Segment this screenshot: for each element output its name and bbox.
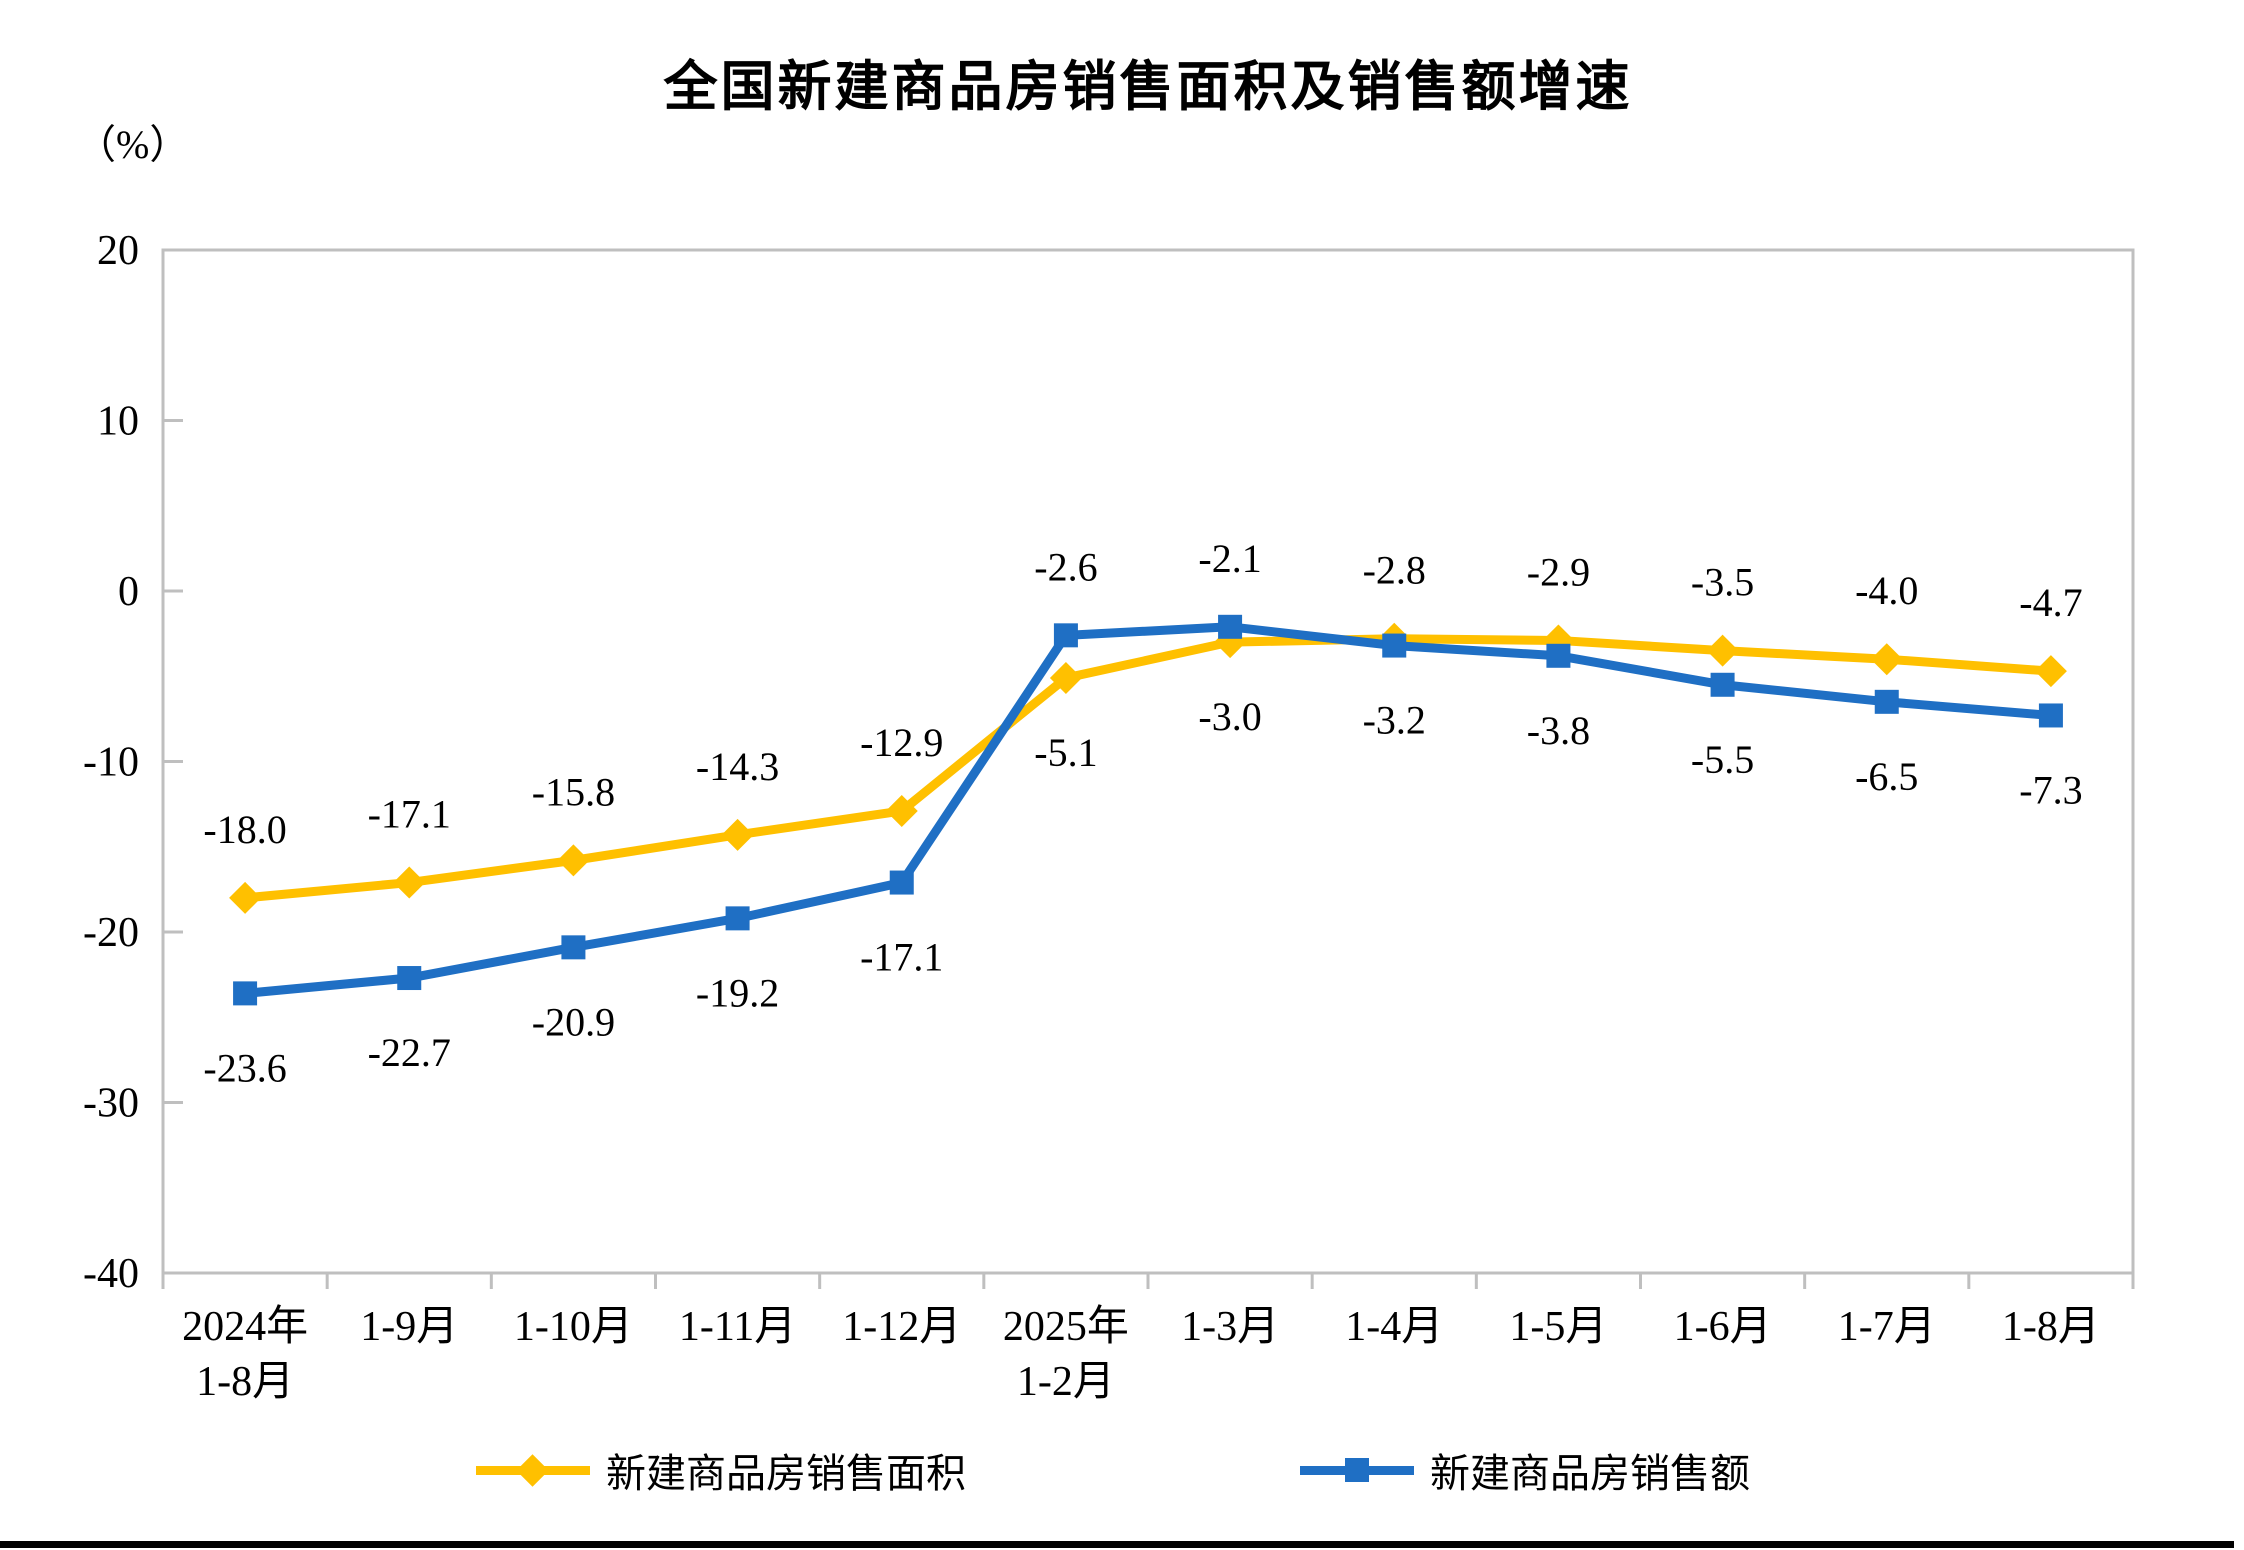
- data-label: -5.1: [1034, 730, 1097, 775]
- data-label: -2.1: [1198, 536, 1261, 581]
- data-point-marker-diamond: [557, 844, 590, 877]
- legend-label-sales-value: 新建商品房销售额: [1430, 1451, 1750, 1496]
- x-axis-category-label: 1-5月: [1509, 1304, 1607, 1350]
- y-axis-unit-label: （%）: [76, 122, 190, 167]
- y-axis-tick-label: -40: [83, 1251, 139, 1297]
- data-label: -12.9: [860, 720, 943, 765]
- data-label: -15.8: [532, 769, 615, 814]
- square-marker-icon: [1345, 1458, 1369, 1482]
- data-point-marker-square: [1546, 643, 1571, 668]
- data-point-marker-square: [1382, 633, 1407, 658]
- data-label: -22.7: [368, 1030, 451, 1075]
- y-axis-tick-label: 20: [97, 228, 139, 274]
- x-axis-category-label: 2025年 1-2月: [1003, 1303, 1129, 1405]
- data-label: -23.6: [203, 1045, 286, 1090]
- window-border-bottom: [0, 1541, 2234, 1548]
- data-point-marker-square: [1874, 689, 1899, 714]
- y-axis-tick-label: -20: [83, 910, 139, 956]
- data-label: -20.9: [532, 999, 615, 1044]
- data-label: -4.0: [1855, 568, 1918, 613]
- x-axis-category-label: 1-8月: [2002, 1304, 2100, 1350]
- data-label: -3.0: [1198, 694, 1261, 739]
- x-axis-category-label: 1-6月: [1674, 1304, 1772, 1350]
- data-label: -7.3: [2019, 767, 2082, 812]
- legend-marker-sales-value: [1300, 1455, 1414, 1485]
- data-label: -19.2: [696, 970, 779, 1015]
- data-point-marker-diamond: [1706, 634, 1739, 667]
- data-label: -3.5: [1691, 560, 1754, 605]
- data-point-marker-square: [397, 966, 422, 991]
- y-axis-tick-label: 10: [97, 399, 139, 445]
- data-label: -18.0: [203, 807, 286, 852]
- data-label: -17.1: [368, 792, 451, 837]
- x-axis-category-label: 1-12月: [842, 1304, 961, 1350]
- data-label: -6.5: [1855, 754, 1918, 799]
- data-point-marker-diamond: [393, 866, 426, 899]
- data-point-marker-square: [1218, 614, 1243, 639]
- x-axis-category-label: 1-10月: [514, 1304, 633, 1350]
- data-point-marker-square: [725, 906, 750, 931]
- x-axis-category-label: 1-7月: [1838, 1304, 1936, 1350]
- plot-border: [161, 248, 2135, 1275]
- data-label: -5.5: [1691, 737, 1754, 782]
- data-label: -2.9: [1527, 549, 1590, 594]
- x-axis-category-label: 1-11月: [679, 1304, 796, 1350]
- x-axis-category-label: 1-4月: [1345, 1304, 1443, 1350]
- x-axis-category-label: 1-9月: [360, 1304, 458, 1350]
- data-point-marker-diamond: [721, 818, 754, 851]
- diamond-marker-icon: [516, 1454, 549, 1487]
- legend-item-sales-value: 新建商品房销售额: [1300, 1445, 1750, 1496]
- x-axis-category-label: 2024年 1-8月: [182, 1303, 308, 1405]
- data-label: -14.3: [696, 744, 779, 789]
- legend-item-sales-area: 新建商品房销售面积: [476, 1445, 966, 1496]
- legend-label-sales-area: 新建商品房销售面积: [606, 1451, 966, 1496]
- chart-legend: 新建商品房销售面积 新建商品房销售额: [0, 1445, 2244, 1505]
- data-label: -3.8: [1527, 708, 1590, 753]
- legend-marker-sales-area: [476, 1454, 590, 1487]
- data-point-marker-diamond: [885, 794, 918, 827]
- data-label: -2.6: [1034, 544, 1097, 589]
- data-point-marker-square: [1053, 623, 1078, 648]
- data-point-marker-square: [561, 935, 586, 960]
- data-label: -2.8: [1363, 548, 1426, 593]
- y-axis-tick-label: -30: [83, 1081, 139, 1127]
- series-line-0: [240, 634, 2056, 903]
- data-label: -3.2: [1363, 698, 1426, 743]
- data-label: -17.1: [860, 935, 943, 980]
- data-point-marker-diamond: [1870, 643, 1903, 676]
- x-axis-category-label: 1-3月: [1181, 1304, 1279, 1350]
- data-point-marker-square: [1710, 672, 1735, 697]
- data-label: -4.7: [2019, 580, 2082, 625]
- data-point-marker-diamond: [1049, 661, 1082, 694]
- data-point-marker-square: [233, 981, 258, 1006]
- series-line-1: [240, 622, 2056, 998]
- y-axis-tick-label: -10: [83, 740, 139, 786]
- data-point-marker-square: [889, 870, 914, 895]
- data-point-marker-diamond: [2034, 655, 2067, 688]
- data-point-marker-square: [2038, 703, 2063, 728]
- y-axis-tick-label: 0: [118, 569, 139, 615]
- data-point-marker-diamond: [229, 881, 262, 914]
- chart-title: 全国新建商品房销售面积及销售额增速: [663, 57, 1633, 117]
